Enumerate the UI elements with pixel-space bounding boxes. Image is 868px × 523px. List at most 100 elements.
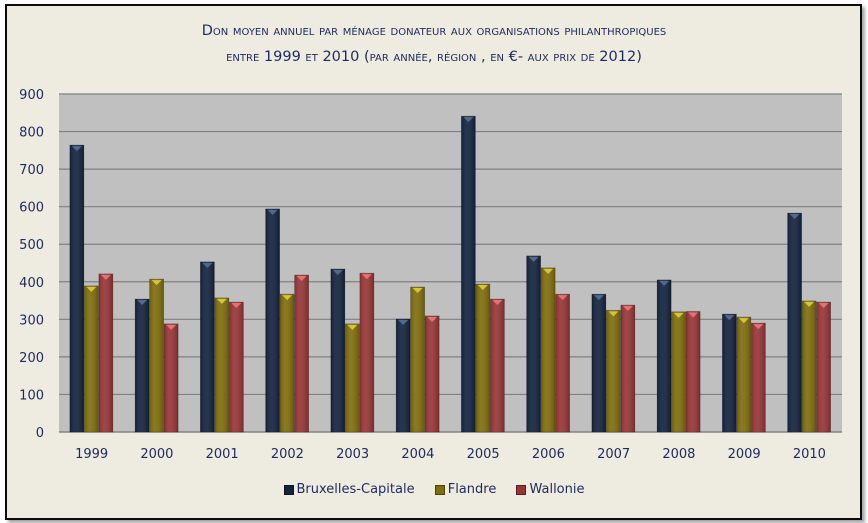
bar-bruxelles-capitale-2002 <box>265 208 280 433</box>
bar-wallonie-2005 <box>490 298 505 433</box>
x-tick-label: 2004 <box>401 447 434 462</box>
bar-flandre-2003 <box>345 323 360 433</box>
bar-bruxelles-capitale-2000 <box>134 298 150 433</box>
bar-shading <box>490 299 505 432</box>
bar-shading <box>526 255 541 432</box>
bar-bruxelles-capitale-1999 <box>69 144 85 433</box>
bar-shading <box>214 297 229 432</box>
bar-shading <box>359 273 374 432</box>
bar-wallonie-2007 <box>620 304 636 433</box>
bar-flandre-2007 <box>606 310 621 433</box>
bar-shading <box>345 323 360 432</box>
x-tick-label: 2008 <box>662 447 695 462</box>
x-tick-label: 2003 <box>336 447 369 462</box>
bar-bevel <box>412 288 423 294</box>
bar-shading <box>541 267 556 432</box>
bar-wallonie-2008 <box>685 311 701 433</box>
bar-shading <box>280 294 295 432</box>
bar-shading <box>671 311 686 432</box>
x-tick-label: 2006 <box>532 447 565 462</box>
bar-bevel <box>659 280 670 286</box>
bar-bevel <box>86 286 97 292</box>
bar-flandre-2006 <box>540 267 556 433</box>
bar-bevel <box>724 315 735 321</box>
bar-shading <box>657 279 672 432</box>
bar-wallonie-2010 <box>816 301 831 433</box>
bar-shading <box>98 273 113 432</box>
bar-shading <box>164 323 179 432</box>
bar-shading <box>149 279 164 432</box>
bar-bevel <box>137 300 148 306</box>
bar-bevel <box>753 324 764 330</box>
bar-shading <box>591 294 606 432</box>
bar-bevel <box>477 285 488 291</box>
bar-flandre-2009 <box>736 316 752 433</box>
y-tick-label: 400 <box>19 276 44 291</box>
bar-bevel <box>347 324 358 330</box>
bar-bevel <box>789 214 800 220</box>
bar-shading <box>461 116 476 432</box>
bar-shading <box>787 213 802 432</box>
bar-bevel <box>818 303 829 309</box>
bar-wallonie-2004 <box>424 315 440 433</box>
bar-bevel <box>282 295 293 301</box>
bar-shading <box>135 299 150 432</box>
bar-bevel <box>673 312 684 318</box>
bar-wallonie-2006 <box>555 293 570 433</box>
legend-swatch-bruxelles <box>283 484 294 495</box>
bar-bevel <box>528 256 539 262</box>
bar-bevel <box>151 280 162 286</box>
bar-shading <box>736 317 751 432</box>
bar-bruxelles-capitale-2001 <box>200 261 215 433</box>
bar-shading <box>294 275 309 432</box>
bar-bruxelles-capitale-2007 <box>591 293 607 433</box>
x-tick-label: 1999 <box>75 447 108 462</box>
bar-bevel <box>463 117 474 123</box>
bar-bevel <box>267 209 278 215</box>
bar-shading <box>330 269 345 432</box>
x-tick-label: 2000 <box>140 447 173 462</box>
legend-item-flandre: Flandre <box>434 482 496 497</box>
bar-bevel <box>332 270 343 276</box>
bar-flandre-2002 <box>279 293 295 433</box>
bar-bevel <box>557 295 568 301</box>
bar-bevel <box>398 319 409 325</box>
bar-flandre-2000 <box>149 278 164 433</box>
bar-bevel <box>202 262 213 268</box>
y-tick-label: 700 <box>19 163 44 178</box>
x-tick-label: 2007 <box>597 447 630 462</box>
bar-shading <box>69 145 84 432</box>
legend-item-bruxelles: Bruxelles-Capitale <box>283 482 415 497</box>
bar-bruxelles-capitale-2010 <box>787 212 802 433</box>
bar-bevel <box>738 318 749 324</box>
bar-bevel <box>593 295 604 301</box>
bar-flandre-2008 <box>671 311 686 433</box>
y-tick-label: 200 <box>19 351 44 366</box>
bar-shading <box>229 302 244 432</box>
bar-bevel <box>361 274 372 280</box>
bar-wallonie-2009 <box>751 322 766 433</box>
bar-wallonie-2003 <box>359 272 375 433</box>
plot-area <box>59 94 842 432</box>
bar-bevel <box>608 311 619 317</box>
bar-bruxelles-capitale-2003 <box>330 268 346 433</box>
x-tick-label: 2001 <box>206 447 239 462</box>
bar-bevel <box>688 312 699 318</box>
bar-bevel <box>71 146 82 152</box>
y-tick-label: 100 <box>19 388 44 403</box>
bar-flandre-2004 <box>410 286 425 433</box>
bar-bevel <box>804 301 815 307</box>
bar-flandre-2001 <box>214 297 230 433</box>
bar-bevel <box>100 274 111 280</box>
bar-bevel <box>622 306 633 312</box>
bars <box>69 115 831 433</box>
bar-bevel <box>543 268 554 274</box>
bar-bevel <box>427 316 438 322</box>
bar-wallonie-2000 <box>163 323 179 433</box>
bar-wallonie-2002 <box>294 274 309 433</box>
bar-shading <box>802 300 817 432</box>
bar-flandre-1999 <box>84 285 99 433</box>
y-tick-label: 800 <box>19 126 44 141</box>
x-tick-label: 2002 <box>271 447 304 462</box>
